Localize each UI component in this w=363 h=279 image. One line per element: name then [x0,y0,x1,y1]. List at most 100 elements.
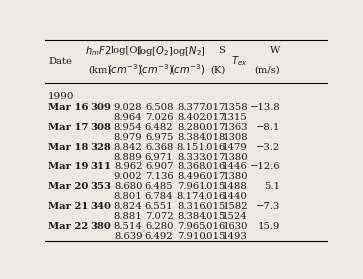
Text: .017: .017 [203,172,225,181]
Text: .016: .016 [203,192,225,201]
Text: 1488: 1488 [222,182,248,191]
Text: 8.979: 8.979 [114,133,142,142]
Text: 309: 309 [91,103,111,112]
Text: 328: 328 [91,143,111,151]
Text: 6.551: 6.551 [145,202,174,211]
Text: 7.026: 7.026 [145,113,174,122]
Text: 9.002: 9.002 [114,172,142,181]
Text: 1363: 1363 [223,123,248,132]
Text: 1440: 1440 [222,192,248,201]
Text: 6.482: 6.482 [145,123,174,132]
Text: 8.151: 8.151 [177,143,206,151]
Text: 6.971: 6.971 [145,153,174,162]
Text: 6.368: 6.368 [145,143,174,151]
Text: 8.514: 8.514 [114,222,142,231]
Text: .016: .016 [203,222,225,231]
Text: 8.384: 8.384 [177,133,206,142]
Text: .017: .017 [203,153,225,162]
Text: 8.280: 8.280 [177,123,206,132]
Text: 7.072: 7.072 [145,212,174,221]
Text: log[$N_2$]: log[$N_2$] [169,44,206,58]
Text: 353: 353 [90,182,111,191]
Text: Mar 20: Mar 20 [48,182,89,191]
Text: W: W [270,46,280,55]
Text: 1380: 1380 [222,153,248,162]
Text: 1479: 1479 [222,143,248,151]
Text: .015: .015 [203,182,225,191]
Text: 1990: 1990 [48,92,75,101]
Text: 340: 340 [90,202,111,211]
Text: 8.964: 8.964 [114,113,142,122]
Text: .015: .015 [203,232,225,240]
Text: 8.954: 8.954 [114,123,142,132]
Text: 5.1: 5.1 [264,182,280,191]
Text: 8.801: 8.801 [114,192,142,201]
Text: 6.492: 6.492 [145,232,174,240]
Text: 1493: 1493 [222,232,248,240]
Text: 1582: 1582 [222,202,248,211]
Text: 8.174: 8.174 [177,192,206,201]
Text: 1358: 1358 [222,103,248,112]
Text: 1630: 1630 [223,222,248,231]
Text: Mar 22: Mar 22 [48,222,89,231]
Text: Date: Date [48,57,72,66]
Text: log[O]: log[O] [111,46,142,55]
Text: (m/s): (m/s) [254,66,280,74]
Text: 6.485: 6.485 [145,182,174,191]
Text: −3.2: −3.2 [256,143,280,151]
Text: 308: 308 [91,123,111,132]
Text: −13.8: −13.8 [249,103,280,112]
Text: Mar 16: Mar 16 [48,103,89,112]
Text: 8.824: 8.824 [114,202,142,211]
Text: S: S [219,46,225,55]
Text: 8.496: 8.496 [177,172,206,181]
Text: 1308: 1308 [222,133,248,142]
Text: 15.9: 15.9 [258,222,280,231]
Text: 8.384: 8.384 [177,212,206,221]
Text: 8.368: 8.368 [177,162,206,171]
Text: Mar 17: Mar 17 [48,123,89,132]
Text: 8.377: 8.377 [177,103,206,112]
Text: Mar 18: Mar 18 [48,143,89,151]
Text: 1446: 1446 [222,162,248,171]
Text: 8.639: 8.639 [114,232,142,240]
Text: 7.910: 7.910 [177,232,206,240]
Text: $T_{ex}$: $T_{ex}$ [231,54,248,68]
Text: 8.316: 8.316 [177,202,206,211]
Text: .015: .015 [203,212,225,221]
Text: 7.965: 7.965 [177,222,206,231]
Text: −7.3: −7.3 [256,202,280,211]
Text: (km): (km) [88,66,111,74]
Text: $(cm^{-3})$: $(cm^{-3})$ [170,62,206,77]
Text: 6.784: 6.784 [145,192,174,201]
Text: 6.907: 6.907 [145,162,174,171]
Text: .018: .018 [203,133,225,142]
Text: Mar 19: Mar 19 [48,162,89,171]
Text: $(cm^{-3})$: $(cm^{-3})$ [107,62,142,77]
Text: Mar 21: Mar 21 [48,202,89,211]
Text: 1315: 1315 [222,113,248,122]
Text: 9.028: 9.028 [114,103,142,112]
Text: 6.975: 6.975 [145,133,174,142]
Text: .017: .017 [203,123,225,132]
Text: 1380: 1380 [222,172,248,181]
Text: 311: 311 [90,162,111,171]
Text: $(cm^{-3})$: $(cm^{-3})$ [138,62,174,77]
Text: 8.333: 8.333 [177,153,206,162]
Text: 7.961: 7.961 [177,182,206,191]
Text: −8.1: −8.1 [256,123,280,132]
Text: .015: .015 [203,202,225,211]
Text: −12.6: −12.6 [250,162,280,171]
Text: log[$O_2$]: log[$O_2$] [136,44,174,58]
Text: 8.402: 8.402 [177,113,206,122]
Text: 6.508: 6.508 [145,103,174,112]
Text: 8.962: 8.962 [114,162,142,171]
Text: .016: .016 [203,143,225,151]
Text: 8.842: 8.842 [114,143,142,151]
Text: $h_m F2$: $h_m F2$ [85,44,111,57]
Text: (K): (K) [210,66,225,74]
Text: 8.889: 8.889 [114,153,142,162]
Text: 380: 380 [91,222,111,231]
Text: 7.136: 7.136 [145,172,174,181]
Text: 8.680: 8.680 [114,182,142,191]
